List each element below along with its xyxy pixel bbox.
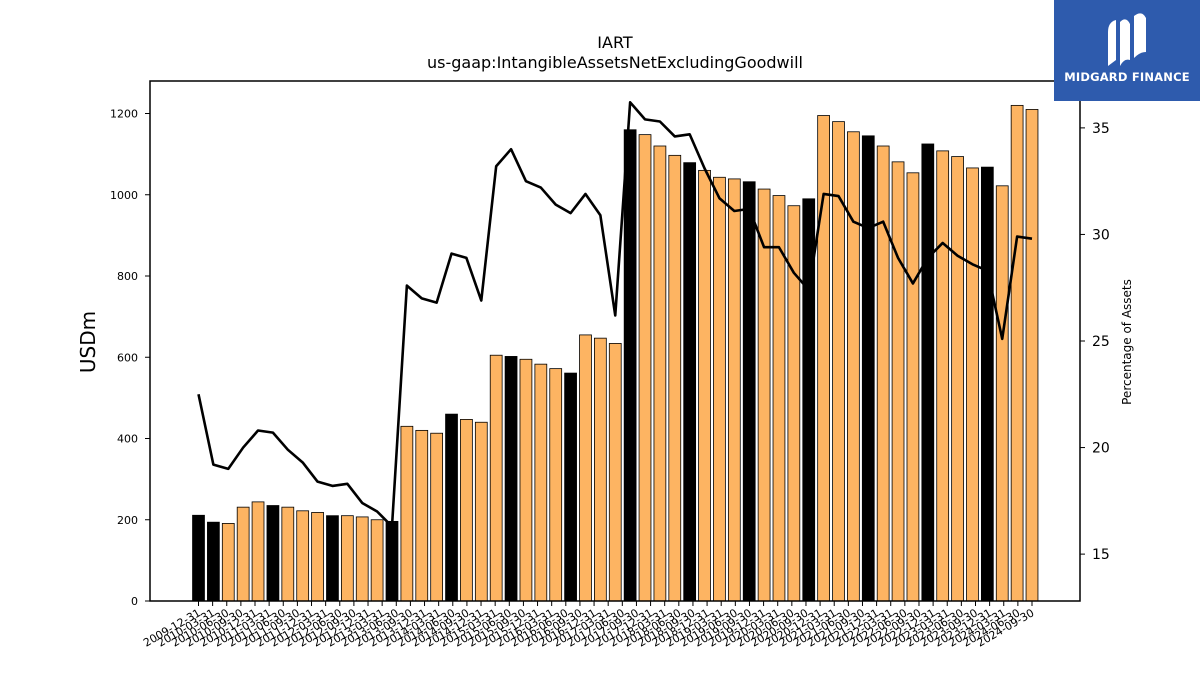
y-tick-label: 1000 <box>110 189 138 202</box>
y2-tick-label: 30 <box>1092 227 1110 243</box>
y-axis-label: USDm <box>76 311 100 373</box>
bar-2012-12-31 <box>370 519 384 602</box>
bar-2014-09-30 <box>474 421 488 602</box>
bar-2018-06-30 <box>698 169 711 602</box>
bar-2016-06-30 <box>579 334 592 602</box>
bar-2020-06-30 <box>817 115 830 602</box>
bar-2023-03-31 <box>980 166 994 602</box>
bar-2012-09-30 <box>355 516 369 602</box>
bar-2021-12-31 <box>906 172 920 602</box>
pct-assets-line <box>197 101 1033 528</box>
bar-2023-12-31 <box>1025 109 1039 602</box>
bar-2019-06-30 <box>757 188 771 602</box>
bar-2014-03-31 <box>445 413 458 602</box>
bar-2023-09-30 <box>1010 104 1024 602</box>
bar-2018-12-31 <box>727 178 741 602</box>
y2-tick-label: 35 <box>1092 121 1110 137</box>
bar-2011-12-31 <box>311 512 324 602</box>
bar-2016-09-30 <box>594 337 607 602</box>
bar-2014-12-31 <box>489 354 503 602</box>
y-tick-label: 800 <box>117 270 138 283</box>
plot-frame <box>149 80 1081 602</box>
chart-subtitle: us-gaap:IntangibleAssetsNetExcludingGood… <box>427 53 803 72</box>
bar-2022-12-31 <box>966 167 979 602</box>
bar-2017-03-31 <box>623 129 637 602</box>
bar-2022-06-30 <box>936 150 950 602</box>
bar-2023-06-30 <box>995 185 1009 602</box>
y2-tick-label: 15 <box>1092 547 1110 563</box>
bar-2011-06-30 <box>281 506 295 602</box>
bar-2018-09-30 <box>713 176 726 602</box>
bar-2014-06-30 <box>460 419 473 602</box>
right-axis-ticks: 15 20 25 30 35 <box>1080 121 1110 563</box>
bar-2021-06-30 <box>876 145 890 602</box>
bar-2020-12-31 <box>847 131 860 602</box>
left-axis-ticks: 0 200 400 600 800 1000 1200 <box>110 108 150 608</box>
bar-2011-09-30 <box>296 510 310 602</box>
bar-2016-12-31 <box>608 343 622 602</box>
bar-2011-03-31 <box>266 505 280 602</box>
bar-2010-03-31 <box>207 521 220 602</box>
y-tick-label: 1200 <box>110 108 138 121</box>
line-layer <box>197 101 1033 528</box>
bar-2017-12-31 <box>668 154 682 602</box>
brand-logo: MIDGARD FINANCE <box>1054 0 1200 101</box>
y2-tick-label: 25 <box>1092 334 1110 350</box>
bar-2022-09-30 <box>951 156 964 602</box>
bar-2015-12-31 <box>549 368 563 602</box>
brand-mark-icon <box>1108 13 1146 66</box>
bar-2015-06-30 <box>519 358 533 602</box>
y2-axis-label: Percentage of Assets <box>1120 279 1134 405</box>
bar-2016-03-31 <box>564 372 577 602</box>
bar-2013-03-31 <box>385 520 399 602</box>
x-axis-ticks: 2009-12-312010-03-312010-06-302010-09-30… <box>141 601 1037 650</box>
bar-2009-12-31 <box>192 514 205 602</box>
bar-2018-03-31 <box>683 162 697 602</box>
bar-2022-03-31 <box>921 143 935 602</box>
bar-2010-09-30 <box>236 506 250 602</box>
brand-name: MIDGARD FINANCE <box>1064 70 1190 84</box>
bar-2013-09-30 <box>415 429 429 602</box>
y-tick-label: 600 <box>117 351 138 364</box>
bar-2015-03-31 <box>504 356 518 602</box>
bar-2017-09-30 <box>653 145 667 602</box>
bar-2010-06-30 <box>221 523 235 602</box>
bar-2012-03-31 <box>326 515 339 602</box>
bars-layer <box>192 104 1039 602</box>
y-tick-label: 0 <box>131 595 138 608</box>
bar-2015-09-30 <box>534 363 548 602</box>
y2-tick-label: 20 <box>1092 441 1110 457</box>
bar-2019-03-31 <box>742 181 756 602</box>
bar-2017-06-30 <box>638 134 652 602</box>
bar-2010-12-31 <box>251 501 265 602</box>
bar-2021-03-31 <box>861 135 875 602</box>
bar-2012-06-30 <box>340 515 354 602</box>
bar-2013-06-30 <box>400 425 414 602</box>
bar-2013-12-31 <box>430 432 444 602</box>
chart-title: IART <box>597 33 633 52</box>
bar-2020-09-30 <box>832 121 845 602</box>
y-tick-label: 200 <box>117 514 138 527</box>
bar-2021-09-30 <box>891 161 905 602</box>
y-tick-label: 400 <box>117 433 138 446</box>
